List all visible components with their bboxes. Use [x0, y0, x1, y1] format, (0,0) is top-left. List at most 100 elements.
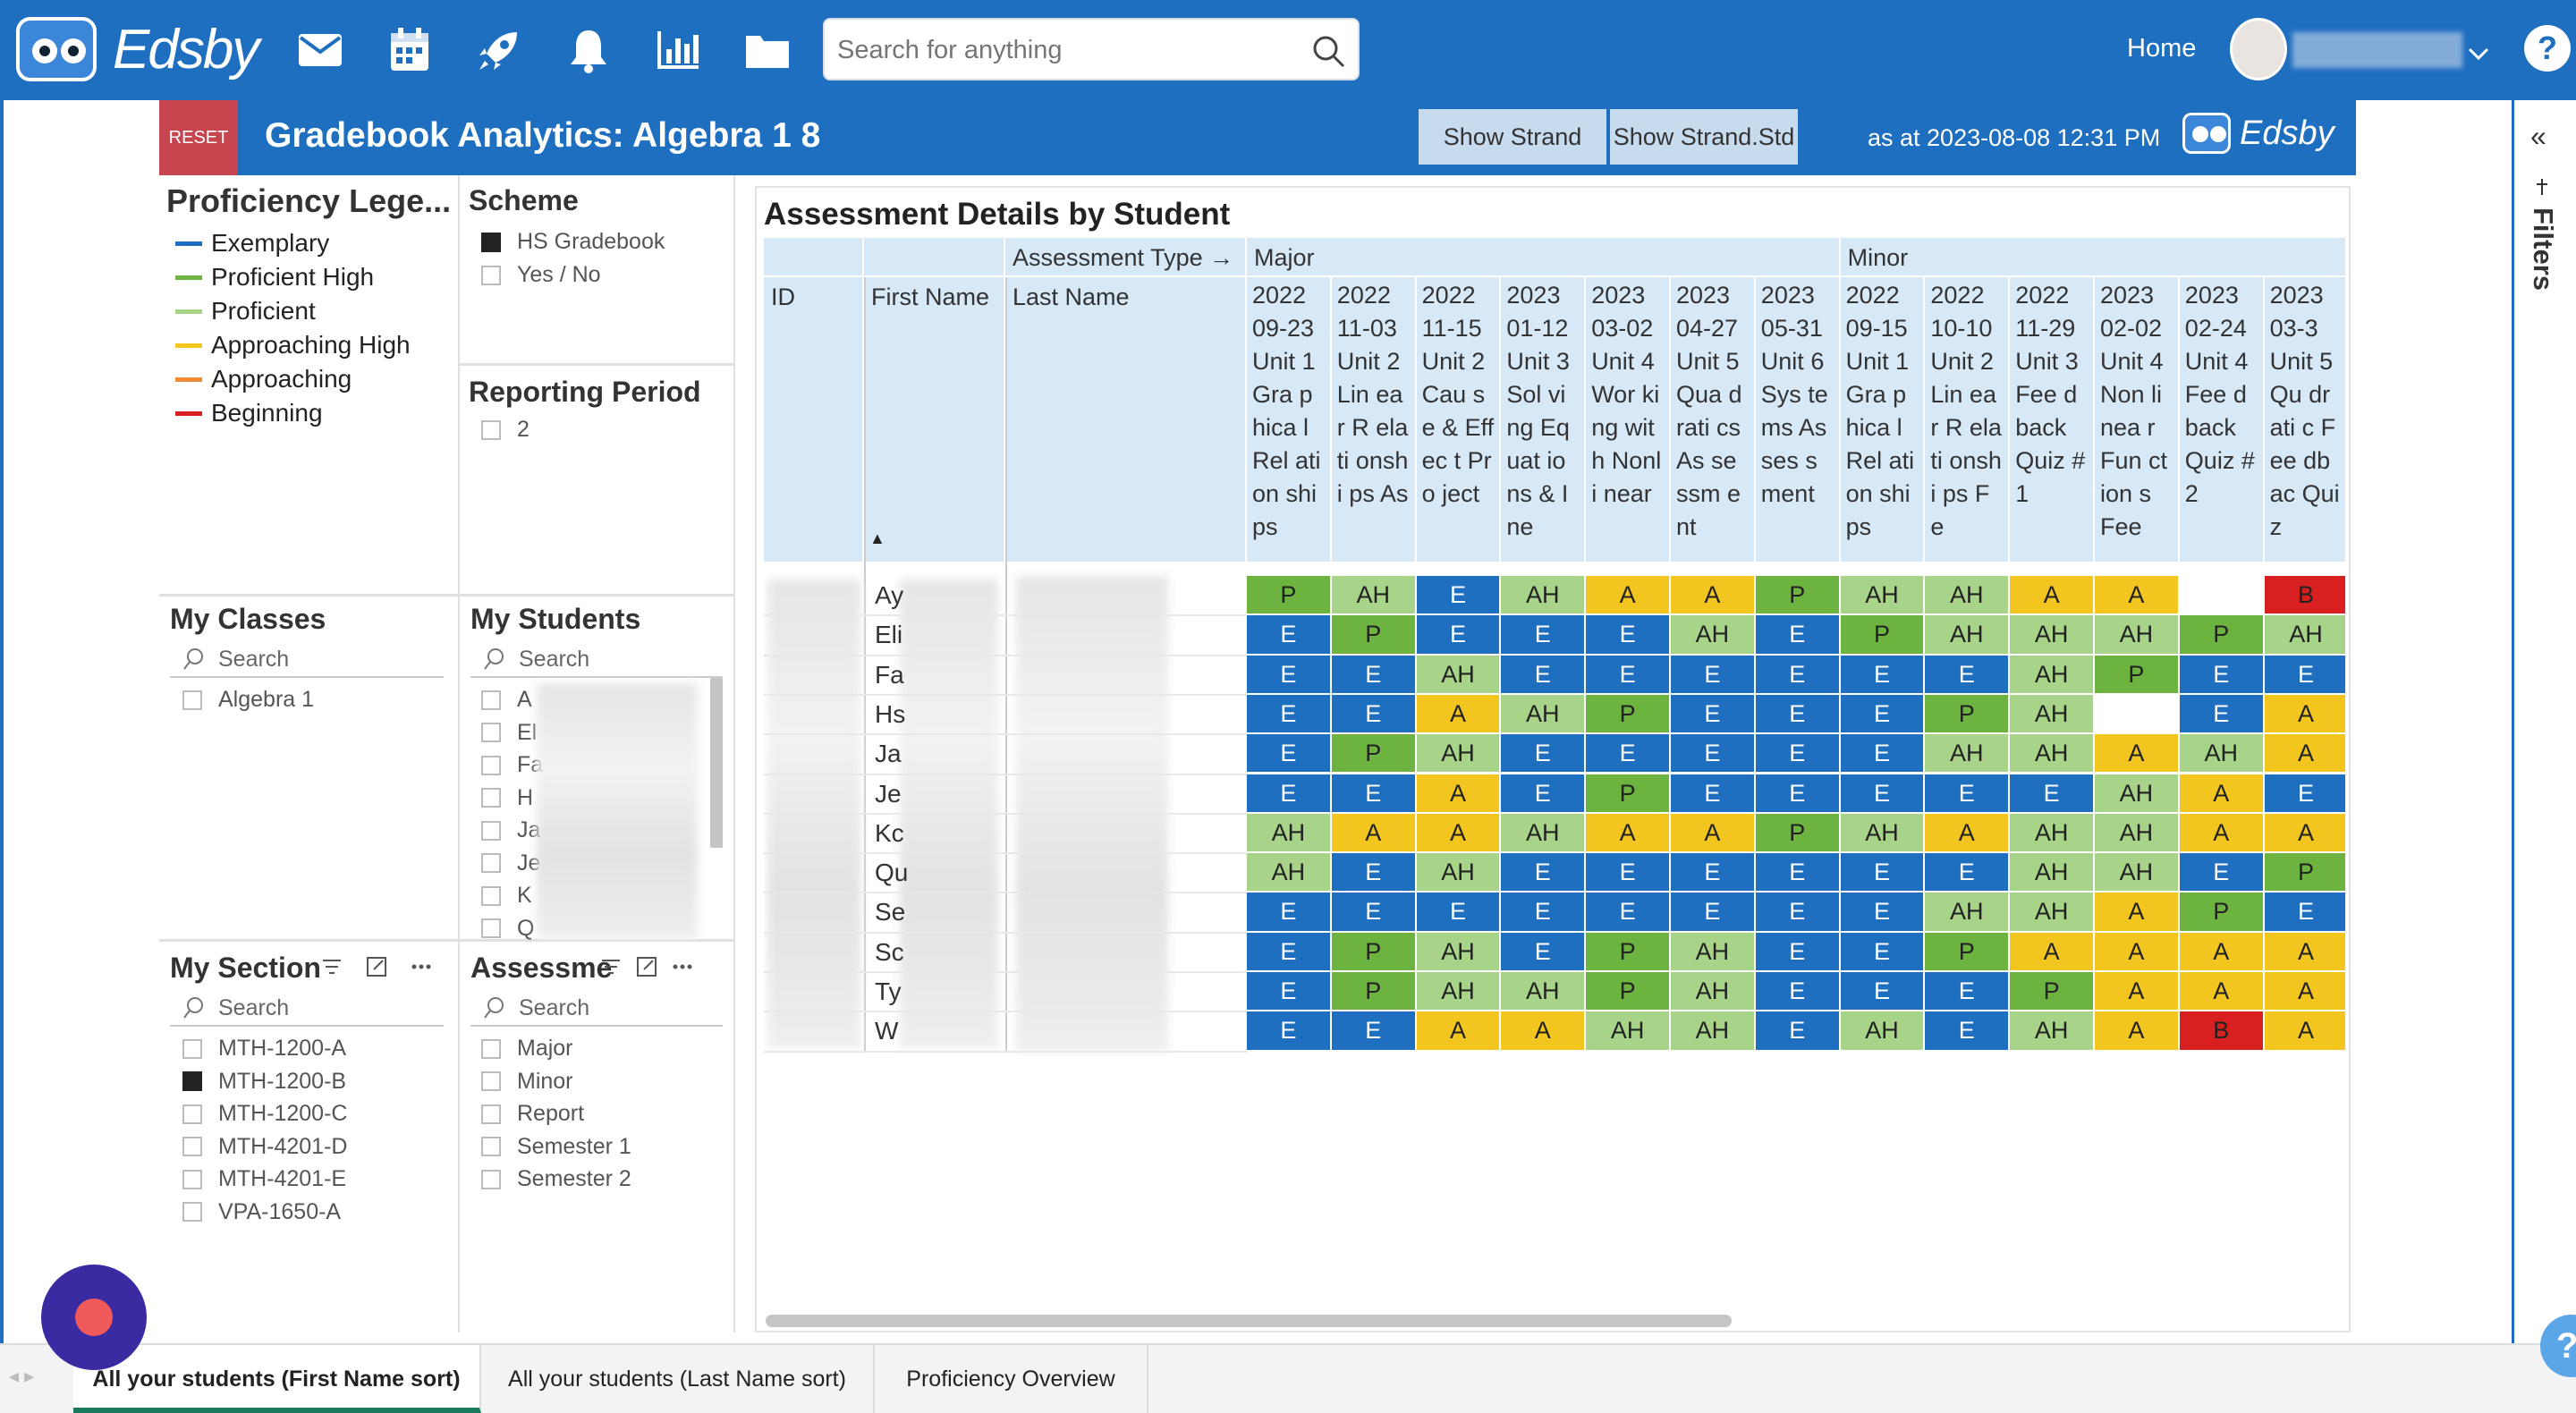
grade-cell[interactable]: E [1671, 694, 1756, 735]
grade-cell[interactable]: A [1671, 813, 1756, 854]
filter-option[interactable]: Semester 1 [481, 1134, 631, 1160]
rocket-icon[interactable] [474, 25, 524, 75]
assessment-column-header[interactable]: 2022 09-23 Unit 1 Gra phica l Rel ation … [1247, 277, 1332, 563]
grade-cell[interactable]: E [1247, 1011, 1332, 1052]
checkbox[interactable] [182, 1104, 202, 1124]
grade-cell[interactable]: AH [1840, 1011, 1926, 1052]
grade-cell[interactable]: AH [1247, 813, 1332, 854]
chevron-down-icon[interactable] [2466, 41, 2491, 66]
grade-cell[interactable]: E [1586, 734, 1671, 774]
grade-cell[interactable]: AH [1501, 694, 1587, 735]
grade-cell[interactable]: P [2179, 615, 2265, 656]
filter-option[interactable]: Semester 2 [481, 1166, 631, 1192]
assessment-column-header[interactable]: 2023 05-31 Unit 6 Sys tems Asses sment [1755, 277, 1841, 563]
grade-cell[interactable]: E [1755, 1011, 1841, 1052]
column-header-first-name[interactable]: First Name [864, 277, 1005, 563]
grade-cell[interactable]: E [1247, 615, 1332, 656]
grade-cell[interactable]: E [1416, 576, 1502, 616]
grade-cell[interactable]: E [1755, 734, 1841, 774]
grade-cell[interactable]: AH [1840, 576, 1926, 616]
grade-cell[interactable]: E [1755, 655, 1841, 695]
grade-cell[interactable]: B [2264, 576, 2345, 616]
students-scrollbar[interactable] [710, 678, 723, 848]
folder-icon[interactable] [742, 25, 792, 75]
grade-cell[interactable]: P [1331, 615, 1417, 656]
grade-cell[interactable]: E [2264, 655, 2345, 695]
grade-cell[interactable]: AH [1925, 893, 2011, 933]
grade-cell[interactable]: A [1331, 813, 1417, 854]
assessment-column-header[interactable]: 2022 09-15 Unit 1 Gra phica l Rel ation … [1840, 277, 1926, 563]
grade-cell[interactable]: E [1671, 893, 1756, 933]
grade-cell[interactable]: A [2264, 932, 2345, 972]
grade-cell[interactable]: A [2179, 972, 2265, 1012]
grade-cell[interactable]: E [1840, 932, 1926, 972]
filter-option[interactable]: Report [481, 1101, 584, 1127]
grade-cell[interactable]: P [2095, 655, 2180, 695]
checkbox[interactable] [481, 1038, 501, 1059]
assessment-column-header[interactable]: 2022 11-15 Unit 2 Cau se & Effec t Pro j… [1416, 277, 1502, 563]
user-menu[interactable] [2223, 18, 2491, 80]
grade-cell[interactable]: P [1586, 932, 1671, 972]
assessment-column-header[interactable]: 2023 02-02 Unit 4 Non linea r Fun ction … [2095, 277, 2180, 563]
sort-ascending-icon[interactable]: ▲ [869, 529, 886, 547]
grade-cell[interactable]: P [1247, 576, 1332, 616]
grade-cell[interactable]: A [1586, 813, 1671, 854]
grade-cell[interactable]: A [2264, 1011, 2345, 1052]
grade-cell[interactable]: A [1586, 576, 1671, 616]
grade-cell[interactable]: AH [1416, 972, 1502, 1012]
grade-cell[interactable]: E [1755, 774, 1841, 814]
grade-cell[interactable]: AH [1331, 576, 1417, 616]
checkbox[interactable] [481, 690, 501, 710]
assessment-column-header[interactable]: 2023 03-3 Unit 5 Qu drati c Fee dbac Qui… [2264, 277, 2345, 563]
grade-cell[interactable]: AH [1671, 932, 1756, 972]
assessment-column-header[interactable]: 2023 01-12 Unit 3 Sol ving Equat ions & … [1501, 277, 1587, 563]
grade-cell[interactable]: E [1501, 893, 1587, 933]
grade-cell[interactable]: E [1586, 655, 1671, 695]
grade-cell[interactable] [2095, 694, 2180, 735]
grade-cell[interactable]: A [2095, 734, 2180, 774]
grade-cell[interactable]: A [2095, 893, 2180, 933]
checkbox[interactable] [481, 755, 501, 775]
grade-cell[interactable]: E [1501, 615, 1587, 656]
grade-cell[interactable]: E [2010, 774, 2095, 814]
grade-cell[interactable]: E [1247, 734, 1332, 774]
search-icon[interactable] [1309, 32, 1347, 70]
checkbox[interactable] [481, 1071, 501, 1091]
grade-cell[interactable]: AH [2010, 615, 2095, 656]
filter-option[interactable]: K [481, 883, 532, 909]
grade-cell[interactable]: P [1331, 734, 1417, 774]
filter-option[interactable]: Algebra 1 [182, 687, 314, 713]
filter-option[interactable]: El [481, 720, 537, 746]
grade-cell[interactable]: AH [1840, 813, 1926, 854]
grade-cell[interactable]: E [1501, 932, 1587, 972]
grade-cell[interactable]: E [1755, 615, 1841, 656]
grade-cell[interactable]: E [1247, 774, 1332, 814]
my-classes-search[interactable]: Search [170, 642, 444, 678]
filter-option[interactable]: MTH-4201-E [182, 1166, 346, 1192]
assessment-column-header[interactable]: 2022 11-03 Unit 2 Lin ear R elati onshi … [1331, 277, 1417, 563]
grade-cell[interactable]: A [2264, 734, 2345, 774]
grade-cell[interactable]: P [2010, 972, 2095, 1012]
filter-option[interactable]: VPA-1650-A [182, 1199, 341, 1225]
filter-option[interactable]: MTH-1200-A [182, 1036, 346, 1062]
grade-cell[interactable]: P [2264, 853, 2345, 893]
expand-icon[interactable] [635, 955, 658, 978]
grade-cell[interactable]: A [1671, 576, 1756, 616]
checkbox[interactable] [182, 690, 202, 710]
grade-cell[interactable]: E [1247, 972, 1332, 1012]
grade-cell[interactable]: P [1925, 694, 2011, 735]
checkbox[interactable] [481, 1169, 501, 1189]
filter-icon[interactable] [2532, 177, 2552, 197]
filter-option[interactable]: Ja [481, 817, 540, 843]
grade-cell[interactable]: E [1331, 774, 1417, 814]
grade-cell[interactable]: AH [1925, 734, 2011, 774]
grade-cell[interactable]: AH [1586, 1011, 1671, 1052]
assessment-column-header[interactable]: 2022 10-10 Unit 2 Lin ear R elati onshi … [1925, 277, 2011, 563]
grade-cell[interactable]: E [1925, 655, 2011, 695]
grade-cell[interactable]: P [1586, 972, 1671, 1012]
grade-cell[interactable]: AH [1416, 655, 1502, 695]
grade-cell[interactable]: P [2179, 893, 2265, 933]
grade-cell[interactable]: A [2179, 813, 2265, 854]
grade-cell[interactable]: E [1755, 972, 1841, 1012]
checkbox[interactable] [481, 918, 501, 938]
